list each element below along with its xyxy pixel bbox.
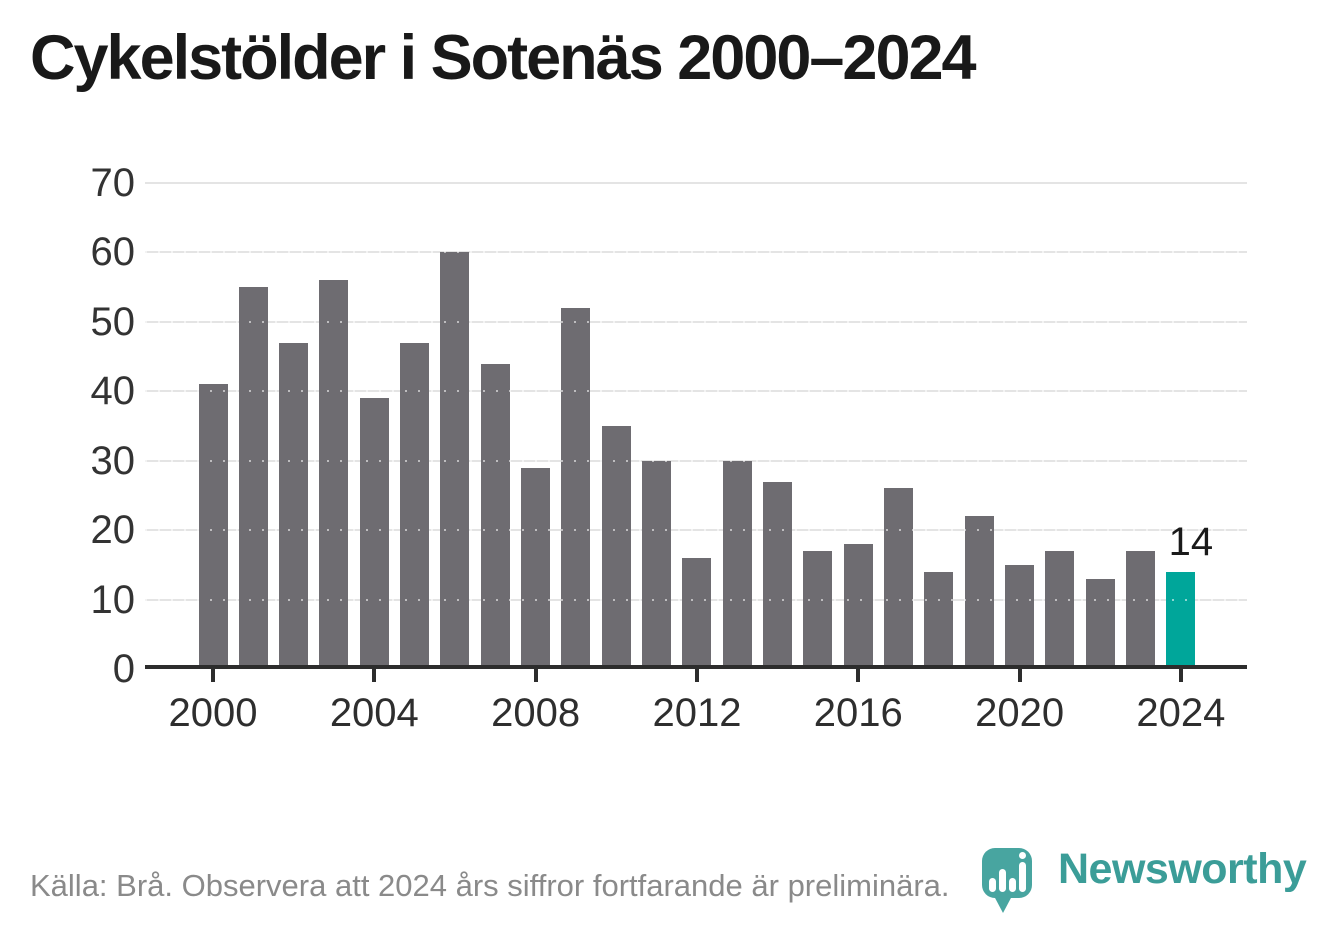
gridline-dots-30 [145,459,1247,462]
bar-2015 [803,550,833,669]
gridline-dots-60 [145,251,1247,254]
gridline-dots-20 [145,529,1247,532]
logo-dot [1019,852,1026,859]
newsworthy-pin-barchart-icon [982,848,1032,913]
bar-2018 [924,571,954,669]
x-tick-2008 [533,669,538,682]
bar-2011 [642,460,672,669]
x-tick-2000 [211,669,215,682]
x-axis-label-2020: 2020 [975,691,1065,735]
gridline-dots-50 [145,320,1247,323]
logo-bar-medium [999,869,1006,892]
source-note: Källa: Brå. Observera att 2024 års siffr… [30,868,950,903]
x-axis-label-2012: 2012 [652,691,742,735]
bar-2013 [722,460,752,669]
y-axis-label-30: 30 [90,438,136,483]
x-axis-label-2004: 2004 [329,691,419,735]
bar-2003 [319,280,349,669]
bar-2004 [359,398,389,669]
y-axis-label-20: 20 [90,508,136,553]
y-axis-label-60: 60 [90,230,136,275]
logo-bar-short-2 [1009,878,1016,892]
x-tick-2016 [856,669,861,682]
y-axis-label-70: 70 [90,161,136,205]
bar-2010 [601,426,631,669]
x-axis-label-2008: 2008 [491,691,581,735]
x-tick-2020 [1017,669,1022,682]
bar-2017 [884,488,914,669]
bar-2023 [1126,550,1156,669]
x-tick-2024 [1178,669,1183,682]
bar-2019 [964,516,994,669]
highlight-value-label: 14 [1168,519,1214,564]
gridline-dots-40 [145,390,1247,393]
bar-2021 [1045,550,1075,669]
bar-2024 [1166,571,1196,669]
x-tick-2004 [372,669,377,682]
bar-2007 [480,363,510,669]
y-axis-label-40: 40 [90,369,136,414]
bar-chart-plot: 0 10 20 30 40 50 60 70 14 2000 2004 2008 2012 2016 202… [91,161,1247,735]
bar-2009 [561,307,591,669]
newsworthy-wordmark: Newsworthy [1058,845,1307,893]
x-axis-label-2016: 2016 [813,691,903,735]
bar-2012 [682,557,712,669]
logo-pin-tail [994,896,1012,913]
y-axis-label-0: 0 [112,647,135,691]
bar-2008 [521,467,551,669]
gridline-dots-10 [145,598,1247,601]
gridline-70 [145,182,1247,184]
x-tick-2012 [694,669,699,682]
bar-2020 [1005,564,1035,669]
x-axis-label-2000: 2000 [168,691,258,735]
bar-2005 [400,342,430,669]
logo-bar-tall [1019,862,1026,892]
y-axis-label-50: 50 [90,299,136,344]
bar-2000 [198,384,228,669]
chart-title: Cykelstölder i Sotenäs 2000–2024 [30,23,977,93]
bar-2014 [763,481,793,669]
x-axis-line [145,665,1247,669]
x-axis-label-2024: 2024 [1136,691,1226,735]
logo-bar-short-1 [989,878,996,892]
bar-2001 [238,287,268,669]
bar-2002 [279,342,309,669]
y-axis-label-10: 10 [90,577,136,622]
bar-2016 [843,544,873,669]
bar-2022 [1085,578,1115,669]
